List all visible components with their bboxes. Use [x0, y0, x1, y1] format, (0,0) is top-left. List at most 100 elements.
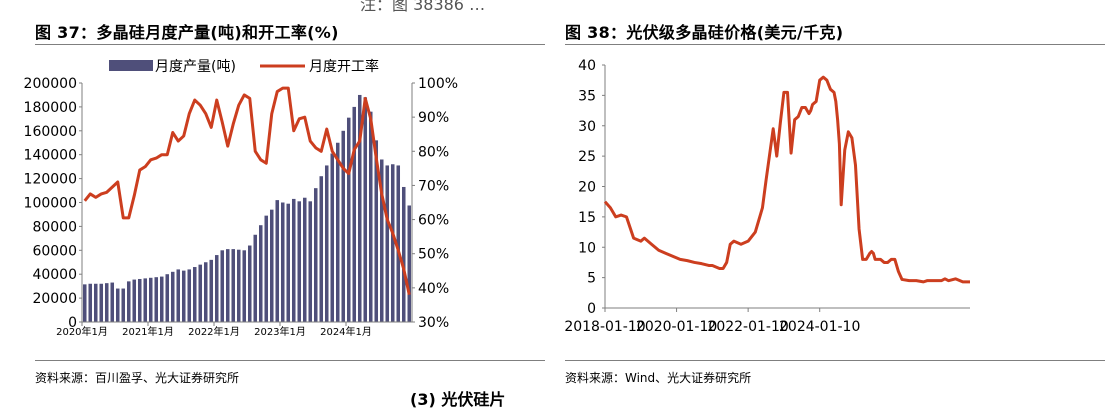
legend-label-rate: 月度开工率	[309, 58, 379, 75]
bar-monthly-output	[341, 130, 346, 322]
bar-monthly-output	[385, 165, 390, 322]
y-left-tick-label: 40000	[32, 267, 77, 283]
bar-monthly-output	[148, 277, 153, 322]
bar-monthly-output	[335, 142, 340, 322]
bar-monthly-output	[379, 159, 384, 322]
chart-panel-price: 图 38：光伏级多晶硅价格(美元/千克) 0 5 10 15 20 25 30 35 40 201…	[564, 0, 1105, 400]
bar-monthly-output	[297, 201, 302, 322]
y-left-tick-label: 140000	[24, 148, 77, 164]
bar-monthly-output	[396, 165, 401, 322]
source-divider	[35, 360, 545, 361]
bar-monthly-output	[104, 283, 109, 322]
y-right-tick-label: 100%	[418, 76, 458, 92]
bar-monthly-output	[99, 283, 104, 322]
bar-monthly-output	[170, 271, 175, 322]
y-left-tick-label: 80000	[32, 219, 77, 235]
x-tick-label: 2021年1月	[122, 325, 174, 338]
production-chart: 0 20000 40000 60000 80000 100000 120000 140000 1…	[24, 58, 458, 338]
bar-monthly-output	[121, 288, 126, 322]
bar-monthly-output	[324, 165, 329, 322]
bar-monthly-output	[132, 279, 137, 322]
y-right-tick-label: 90%	[418, 110, 449, 126]
source-divider	[565, 360, 1105, 361]
bar-monthly-output	[330, 153, 335, 322]
chart-title-price: 图 38：光伏级多晶硅价格(美元/千克)	[565, 23, 844, 42]
bar-monthly-output	[363, 97, 368, 322]
y-tick-label: 15	[578, 210, 596, 226]
source-note: 资料来源：百川盈孚、光大证券研究所	[35, 371, 240, 385]
bar-monthly-output	[176, 269, 181, 322]
bar-monthly-output	[154, 277, 159, 322]
bar-monthly-output	[280, 202, 285, 322]
bar-monthly-output	[220, 250, 225, 322]
x-tick-label: 2020年1月	[56, 325, 108, 338]
bar-monthly-output	[192, 267, 197, 322]
bar-monthly-output	[203, 262, 208, 322]
line-utilization-rate	[83, 86, 411, 296]
y-right-tick-label: 80%	[418, 144, 449, 160]
y-right-tick-label: 60%	[418, 213, 449, 229]
legend-swatch-output	[109, 60, 153, 71]
bar-monthly-output	[187, 269, 192, 322]
y-right-tick-label: 70%	[418, 178, 449, 194]
x-tick-label: 2024年1月	[320, 325, 372, 338]
bar-monthly-output	[374, 140, 379, 322]
bar-monthly-output	[352, 106, 357, 323]
price-chart: 0 5 10 15 20 25 30 35 40 2018-01-102020-01-102022…	[564, 58, 970, 335]
bar-monthly-output	[231, 249, 236, 322]
bar-monthly-output	[258, 225, 263, 322]
y-tick-label: 40	[578, 58, 596, 74]
y-left-tick-label: 20000	[32, 291, 77, 307]
x-tick-label: 2022-01-10	[707, 319, 788, 335]
bar-monthly-output	[88, 283, 93, 322]
title-divider	[565, 44, 1105, 45]
y-left-tick-label: 120000	[24, 172, 77, 188]
bar-monthly-output	[308, 201, 313, 322]
bar-monthly-output	[302, 197, 307, 322]
cropped-section-heading: (3) 光伏硅片	[410, 390, 506, 409]
y-tick-label: 20	[578, 180, 596, 196]
bar-monthly-output	[82, 284, 87, 322]
line-polysilicon-price	[603, 75, 970, 284]
y-tick-label: 5	[587, 271, 596, 287]
y-left-tick-label: 0	[68, 315, 77, 331]
bar-monthly-output	[368, 111, 373, 323]
x-tick-label: 2020-01-10	[636, 319, 717, 335]
bar-monthly-output	[165, 274, 170, 322]
y-right-tick-label: 30%	[418, 315, 449, 331]
bar-monthly-output	[93, 283, 98, 322]
x-tick-label: 2023年1月	[254, 325, 306, 338]
y-left-tick-label: 180000	[24, 100, 77, 116]
legend-label-output: 月度产量(吨)	[155, 59, 236, 75]
bar-monthly-output	[209, 259, 214, 322]
bar-monthly-output	[236, 249, 241, 322]
x-tick-label: 2022年1月	[188, 325, 240, 338]
bar-monthly-output	[390, 164, 395, 322]
y-right-tick-label: 40%	[418, 281, 449, 297]
bar-monthly-output	[346, 117, 351, 322]
x-tick-label: 2018-01-10	[564, 319, 645, 335]
title-divider	[35, 44, 545, 45]
chart-panel-production: 图 37：多晶硅月度产量(吨)和开工率(%) 0 20000 40000 60000 8…	[24, 0, 545, 400]
cropped-heading-text: 注：图 38386 …	[360, 0, 486, 14]
bar-monthly-output	[269, 209, 274, 322]
bar-monthly-output	[264, 215, 269, 322]
bar-monthly-output	[401, 186, 406, 322]
y-left-tick-label: 160000	[24, 124, 77, 140]
y-tick-label: 10	[578, 240, 596, 256]
bar-monthly-output	[126, 281, 131, 322]
bar-monthly-output	[407, 205, 412, 322]
bar-monthly-output	[242, 250, 247, 322]
bar-monthly-output	[247, 245, 252, 322]
bar-monthly-output	[357, 94, 362, 322]
y-left-tick-label: 60000	[32, 243, 77, 259]
chart-title-production: 图 37：多晶硅月度产量(吨)和开工率(%)	[35, 23, 339, 42]
bar-monthly-output	[110, 282, 115, 322]
y-tick-label: 30	[578, 119, 596, 135]
bar-monthly-output	[286, 203, 291, 322]
source-note: 资料来源：Wind、光大证券研究所	[565, 371, 752, 385]
bar-monthly-output	[115, 288, 120, 322]
y-left-tick-label: 200000	[24, 76, 77, 92]
bar-monthly-output	[137, 278, 142, 322]
bar-monthly-output	[313, 188, 318, 322]
